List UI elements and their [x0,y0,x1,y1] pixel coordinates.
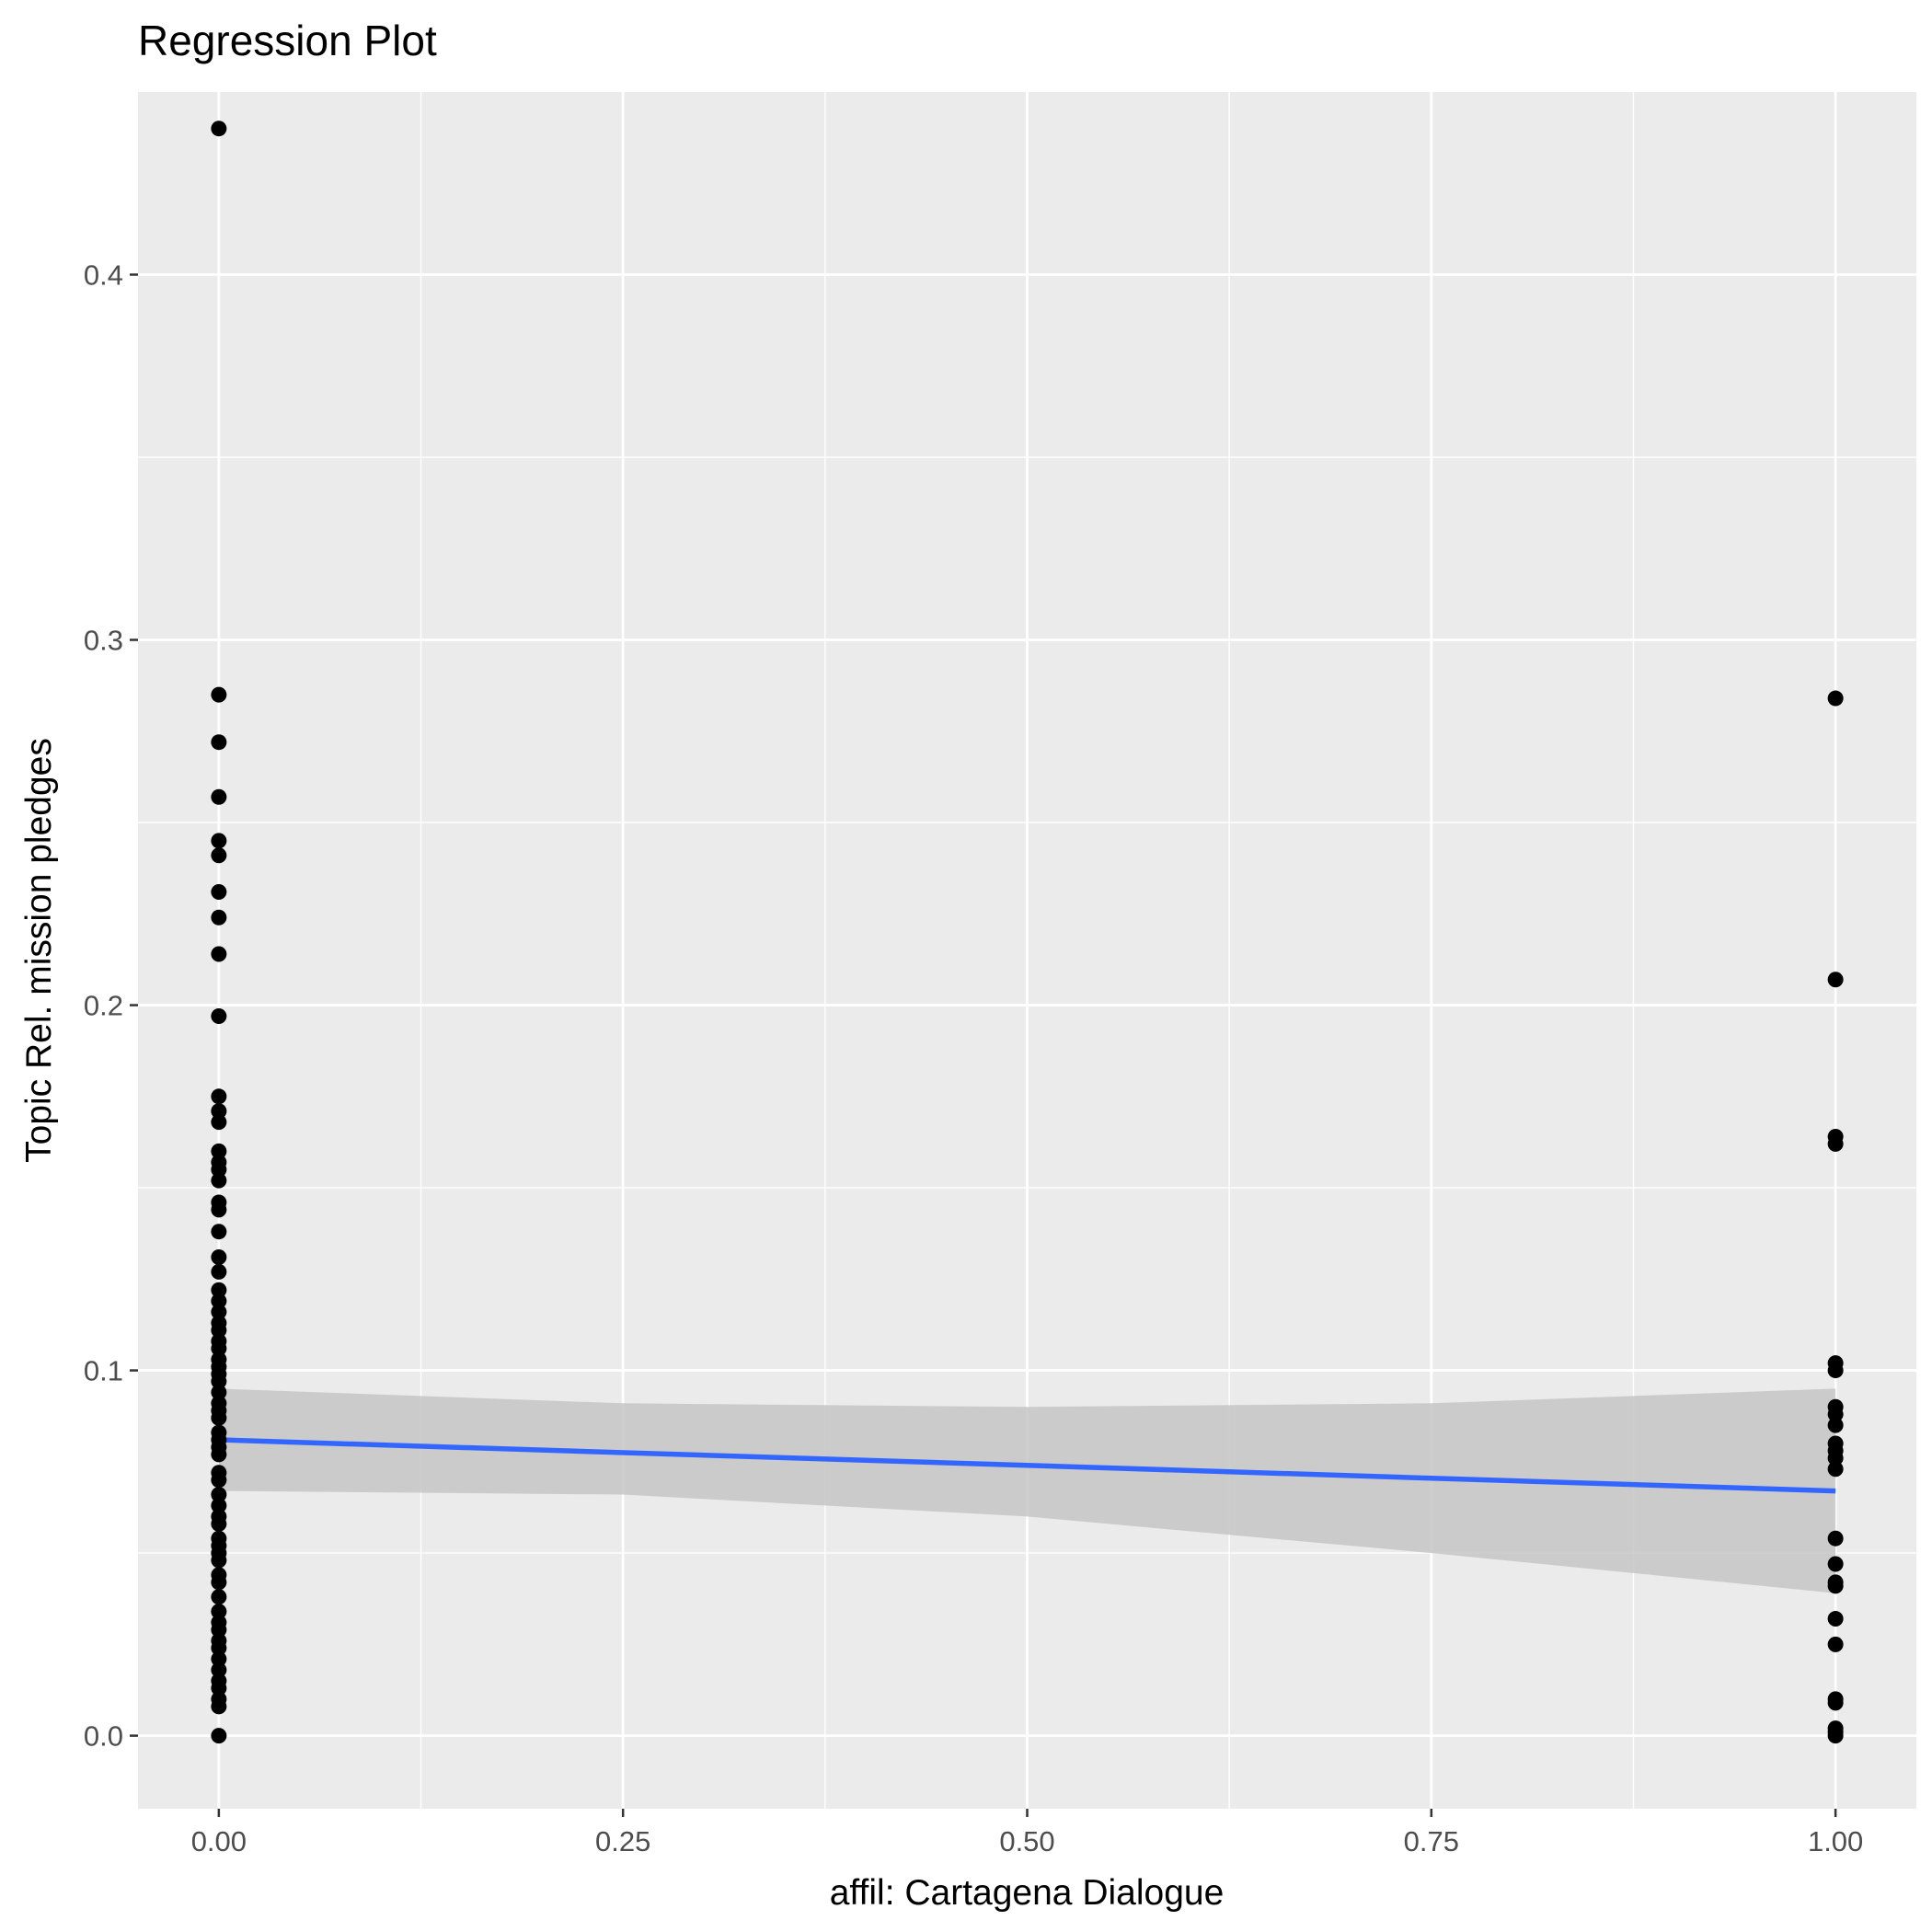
data-point [1827,1530,1844,1547]
data-point [211,1552,227,1569]
major-gridlines [138,92,1916,1809]
chart-title: Regression Plot [138,17,437,64]
data-point [211,1515,227,1532]
data-point [211,1103,227,1120]
data-point [211,1621,227,1638]
data-point [211,1728,227,1744]
data-point [211,946,227,962]
y-tick-label: 0.0 [84,1720,123,1753]
data-point [211,1007,227,1024]
data-point [211,1639,227,1656]
data-point [211,1604,227,1620]
data-point [211,1446,227,1463]
y-tick-label: 0.4 [84,259,123,292]
data-point [211,1340,227,1357]
data-point [211,1322,227,1339]
y-tick-label: 0.1 [84,1355,123,1387]
data-point [211,1409,227,1426]
data-point [211,1172,227,1189]
data-point [1827,1695,1844,1711]
data-point [211,788,227,805]
data-point [1827,1450,1844,1466]
data-point [211,833,227,849]
data-point [211,1698,227,1715]
data-point [211,1373,227,1389]
data-point [1827,1417,1844,1433]
x-tick-label: 0.00 [191,1825,247,1857]
x-tick-label: 1.00 [1808,1825,1863,1857]
data-point [211,1248,227,1265]
data-point [211,734,227,751]
data-point [211,1088,227,1105]
data-point [211,1680,227,1696]
y-tick-label: 0.2 [84,990,123,1022]
data-point [1827,1135,1844,1152]
data-point [1827,1636,1844,1652]
data-point [1827,1728,1844,1744]
data-point [211,1282,227,1298]
data-point [211,686,227,703]
y-tick-label: 0.3 [84,625,123,657]
data-point [211,883,227,900]
data-point [211,1589,227,1605]
data-point [211,1143,227,1159]
data-point [211,909,227,926]
data-point [211,1574,227,1591]
data-point [211,1293,227,1309]
data-point [211,1472,227,1489]
x-tick-label: 0.50 [999,1825,1054,1857]
data-point [1827,1611,1844,1627]
data-point [211,1114,227,1131]
confidence-ribbon [218,1388,1836,1593]
x-tick-label: 0.25 [595,1825,650,1857]
data-point [211,1487,227,1503]
data-point [1827,690,1844,707]
data-point [211,1202,227,1218]
data-point [1827,972,1844,988]
data-point [211,1224,227,1240]
data-point [211,1662,227,1678]
data-point [211,1497,227,1513]
data-point [1827,1578,1844,1594]
data-point [211,1650,227,1667]
y-axis-label: Topic Rel. mission pledges [19,738,59,1163]
data-point [211,1304,227,1320]
data-point [211,1263,227,1280]
regression-line [218,1437,1836,1494]
x-axis-ticks: 0.00 0.25 0.50 0.75 1.00 [191,1809,1863,1857]
data-points [211,121,1844,1744]
data-point [1827,1556,1844,1572]
x-axis-label: affil: Cartagena Dialogue [830,1873,1225,1913]
x-tick-label: 0.75 [1404,1825,1459,1857]
data-point [1827,1461,1844,1478]
data-point [211,1384,227,1400]
data-point [1827,1406,1844,1422]
data-point [211,121,227,137]
data-point [211,1161,227,1178]
y-axis-ticks: 0.0 0.1 0.2 0.3 0.4 [84,259,138,1753]
data-point [211,847,227,864]
data-point [1827,1363,1844,1379]
